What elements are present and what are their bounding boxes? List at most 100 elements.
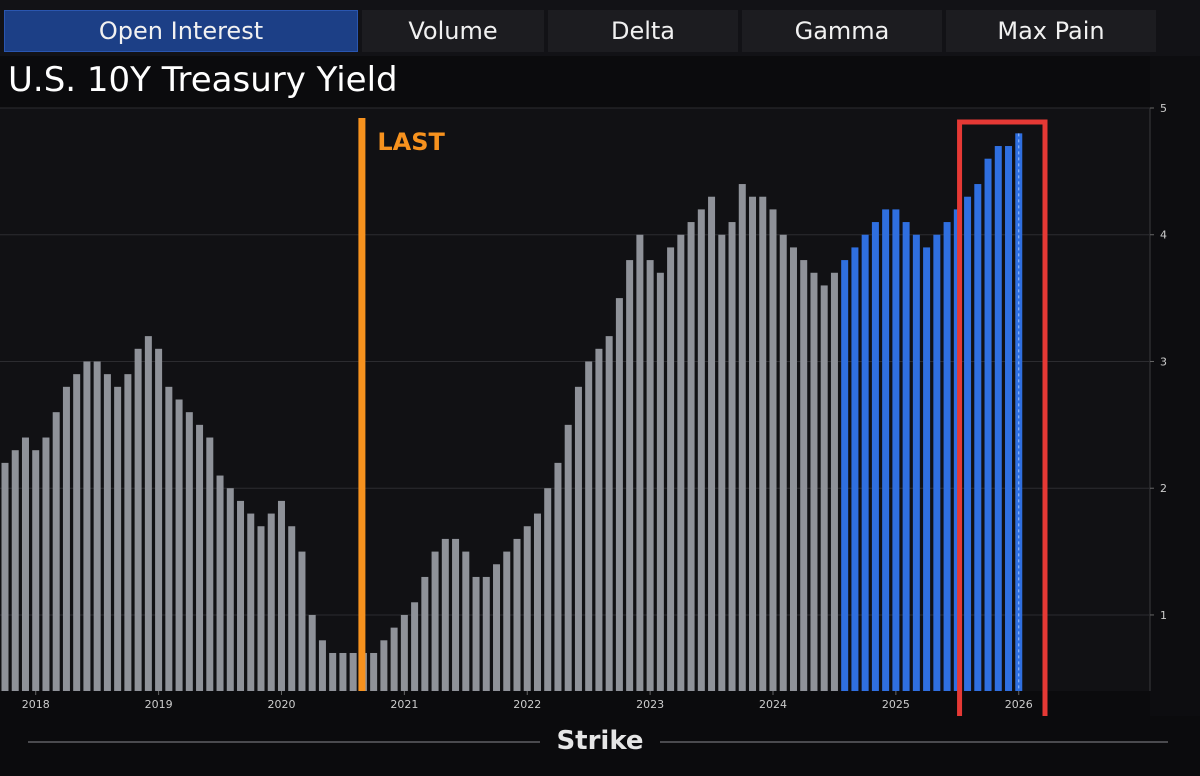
bar-historical — [226, 488, 234, 691]
bar-historical — [144, 336, 152, 691]
bar-historical — [523, 526, 531, 691]
bar-historical — [288, 526, 296, 691]
tab-volume[interactable]: Volume — [362, 10, 544, 52]
bar-historical — [564, 424, 572, 691]
bar-historical — [318, 640, 326, 691]
x-tick-label: 2018 — [22, 698, 50, 711]
bar-historical — [247, 513, 255, 691]
bar-historical — [21, 437, 29, 691]
tab-delta[interactable]: Delta — [548, 10, 738, 52]
y-tick-label: 1 — [1160, 609, 1167, 622]
bar-historical — [697, 209, 705, 692]
bar-historical — [277, 500, 285, 691]
bar-historical — [370, 652, 378, 691]
bar-projected — [912, 234, 920, 691]
bar-projected — [933, 234, 941, 691]
bar-historical — [441, 538, 449, 691]
bar-historical — [482, 576, 490, 691]
bar-historical — [554, 462, 562, 691]
tab-open-interest[interactable]: Open Interest — [4, 10, 358, 52]
bar-historical — [206, 437, 214, 691]
bar-historical — [185, 412, 193, 691]
bar-historical — [667, 247, 675, 692]
bar-projected — [1005, 146, 1013, 691]
bar-historical — [329, 652, 337, 691]
bar-historical — [636, 234, 644, 691]
bar-historical — [738, 184, 746, 692]
bar-projected — [923, 247, 931, 692]
bar-historical — [708, 196, 716, 691]
bar-historical — [257, 526, 265, 691]
bar-historical — [574, 386, 582, 691]
bar-historical — [728, 222, 736, 691]
bar-projected — [943, 222, 951, 691]
bar-historical — [175, 399, 183, 691]
tab-gamma[interactable]: Gamma — [742, 10, 942, 52]
x-tick-label: 2023 — [636, 698, 664, 711]
x-tick-label: 2022 — [513, 698, 541, 711]
bar-projected — [892, 209, 900, 692]
bar-historical — [52, 412, 60, 691]
bar-projected — [964, 196, 972, 691]
bar-projected — [871, 222, 879, 691]
bar-historical — [421, 576, 429, 691]
bar-historical — [687, 222, 695, 691]
bar-projected — [902, 222, 910, 691]
bar-historical — [472, 576, 480, 691]
bar-historical — [718, 234, 726, 691]
bar-historical — [769, 209, 777, 692]
chart-title: U.S. 10Y Treasury Yield — [8, 60, 398, 100]
bar-historical — [493, 564, 501, 691]
bar-historical — [390, 627, 398, 691]
bar-historical — [656, 272, 664, 691]
bar-historical — [32, 450, 40, 691]
x-tick-label: 2024 — [759, 698, 787, 711]
bar-projected — [974, 184, 982, 692]
y-tick-label: 5 — [1160, 102, 1167, 115]
bar-historical — [380, 640, 388, 691]
bar-historical — [267, 513, 275, 691]
bar-projected — [851, 247, 859, 692]
bar-historical — [810, 272, 818, 691]
bar-historical — [308, 614, 316, 691]
bar-projected — [994, 146, 1002, 691]
y-tick-label: 2 — [1160, 482, 1167, 495]
last-marker-line — [358, 118, 366, 691]
bar-historical — [155, 348, 163, 691]
x-tick-label: 2019 — [145, 698, 173, 711]
bar-historical — [103, 374, 111, 691]
x-tick-label: 2021 — [390, 698, 418, 711]
x-tick-label: 2020 — [267, 698, 295, 711]
bar-historical — [585, 361, 593, 691]
bar-projected — [882, 209, 890, 692]
bar-historical — [513, 538, 521, 691]
bar-historical — [237, 500, 245, 691]
x-axis-rule-gap — [540, 736, 660, 748]
bar-historical — [626, 260, 634, 691]
bar-historical — [646, 260, 654, 691]
bar-historical — [462, 551, 470, 691]
bar-historical — [411, 602, 419, 691]
bar-historical — [820, 285, 828, 691]
bar-projected — [841, 260, 849, 691]
bar-historical — [134, 348, 142, 691]
bar-historical — [789, 247, 797, 692]
bar-chart: 1 2 3 4 5 LAST 2018 2019 2020 2021 2022 2023 2024 202… — [0, 56, 1200, 716]
bar-historical — [339, 652, 347, 691]
bar-historical — [503, 551, 511, 691]
tab-max-pain[interactable]: Max Pain — [946, 10, 1156, 52]
bar-historical — [544, 488, 552, 691]
y-axis-strip — [1150, 56, 1200, 716]
bar-historical — [830, 272, 838, 691]
bar-historical — [1, 462, 9, 691]
bar-historical — [11, 450, 19, 691]
bar-historical — [349, 652, 357, 691]
bar-historical — [62, 386, 70, 691]
bar-historical — [114, 386, 122, 691]
bar-historical — [196, 424, 204, 691]
bar-historical — [452, 538, 460, 691]
bar-historical — [779, 234, 787, 691]
tab-bar: Open Interest Volume Delta Gamma Max Pai… — [0, 0, 1200, 56]
bar-historical — [83, 361, 91, 691]
bar-projected — [861, 234, 869, 691]
